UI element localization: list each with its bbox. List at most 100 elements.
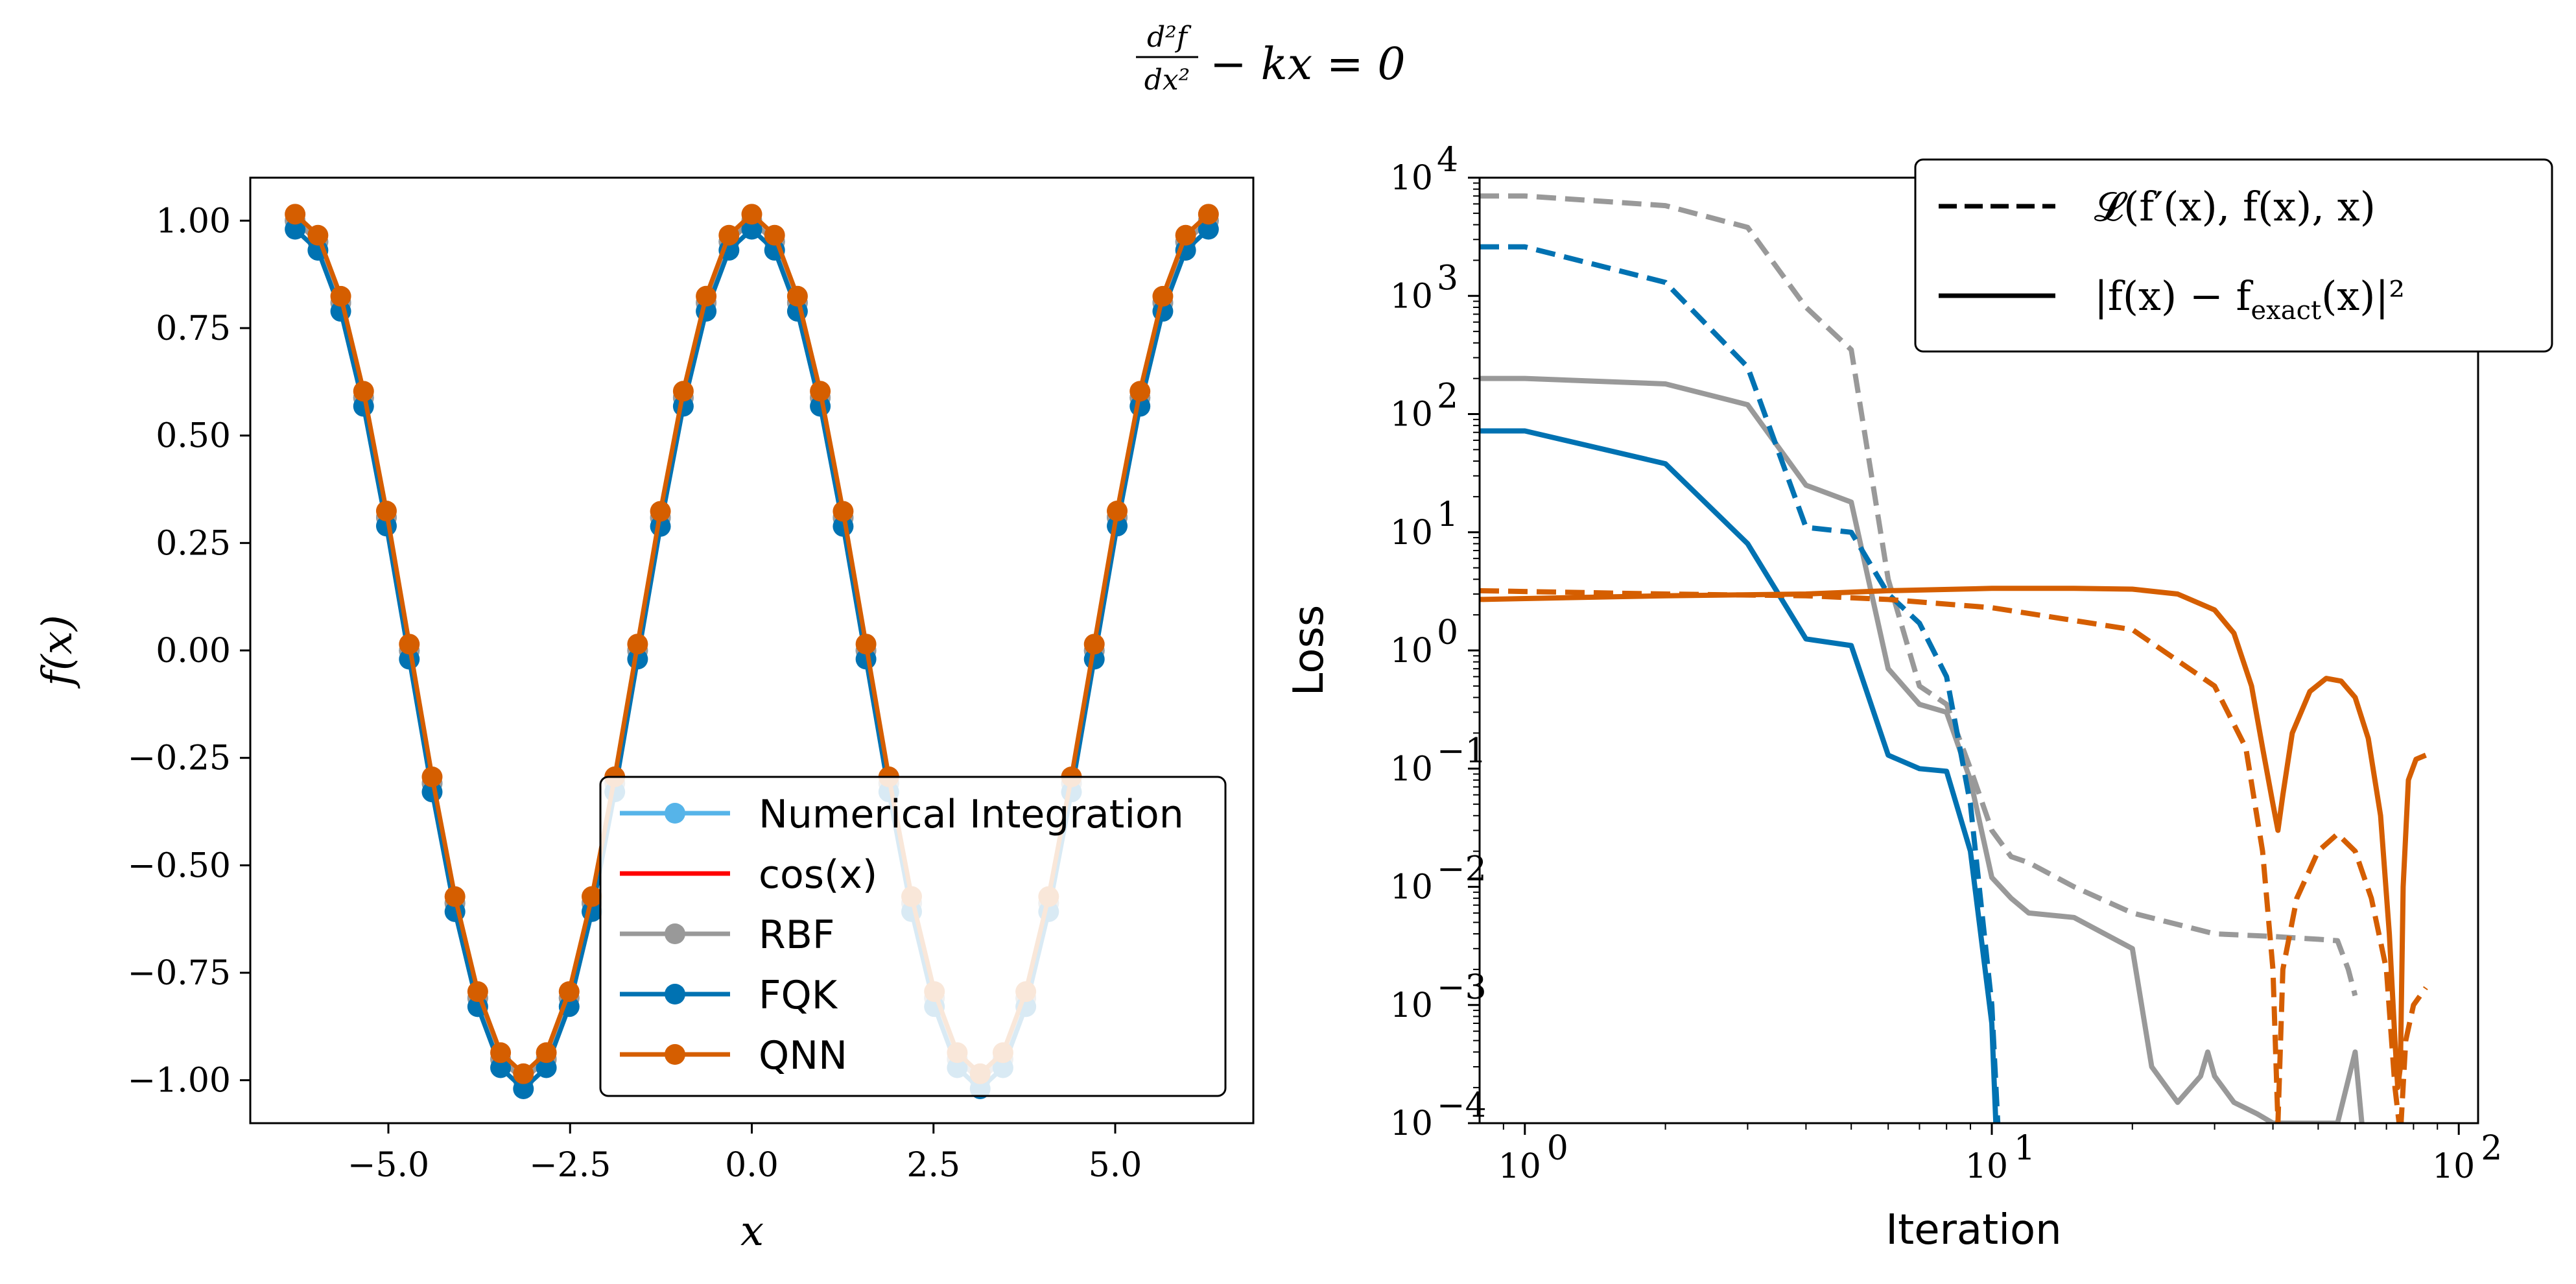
right-y-tick-label: 10 — [1390, 159, 1433, 198]
right-y-tick-exponent: 1 — [1437, 495, 1458, 534]
right-y-tick-label: 10 — [1390, 750, 1433, 789]
data-point — [558, 981, 580, 1003]
right-y-tick-label: 10 — [1390, 396, 1433, 434]
loss-curve-solid-3 — [1480, 428, 1999, 1123]
data-point — [718, 224, 740, 246]
data-point — [536, 1057, 557, 1078]
right-x-tick-label: 10 — [2432, 1147, 2475, 1186]
left-y-tick-label: −0.50 — [128, 846, 231, 885]
left-y-tick-label: 0.25 — [156, 524, 231, 563]
right-y-tick-label: 10 — [1390, 986, 1433, 1025]
data-point — [581, 886, 602, 907]
left-x-tick-label: 0.0 — [725, 1146, 779, 1185]
right-y-tick-exponent: −3 — [1437, 968, 1487, 1007]
right-y-tick-exponent: 4 — [1437, 141, 1458, 180]
right-plot-lines — [1480, 193, 2428, 1123]
left-x-axis-label: x — [740, 1207, 764, 1255]
legend-marker — [665, 803, 685, 824]
data-point — [490, 1042, 512, 1064]
data-point — [285, 204, 306, 225]
right-x-tick-exponent: 2 — [2481, 1129, 2502, 1168]
suptitle-equation: − kx = 0 — [1210, 39, 1406, 90]
right-y-tick-exponent: −2 — [1437, 850, 1487, 889]
data-point — [1107, 500, 1128, 521]
right-x-tick-label: 10 — [1965, 1147, 2008, 1186]
left-y-tick-label: 0.75 — [156, 309, 231, 348]
right-y-tick-exponent: 2 — [1437, 377, 1458, 416]
data-point — [1083, 634, 1105, 655]
data-point — [786, 285, 808, 307]
left-legend: Numerical Integration cos(x) RBF FQK QNN — [599, 776, 1227, 1097]
data-point — [833, 501, 854, 522]
right-y-tick-label: 10 — [1390, 632, 1433, 671]
left-y-tick-label: 1.00 — [156, 202, 231, 241]
left-y-tick-label: −1.00 — [128, 1062, 231, 1100]
data-point — [764, 224, 785, 246]
data-point — [1129, 381, 1151, 402]
right-x-tick-label: 10 — [1498, 1147, 1541, 1186]
legend-label: Numerical Integration — [759, 792, 1184, 837]
data-point — [513, 1078, 534, 1099]
left-legend-entries: Numerical Integration cos(x) RBF FQK QNN — [620, 792, 1184, 1078]
data-point — [741, 219, 762, 240]
data-point — [513, 1063, 534, 1084]
right-legend: 𝓛(f′(x), f(x), x) |f(x) − fexact(x)|² — [1914, 158, 2553, 353]
data-point — [285, 219, 306, 240]
data-point — [741, 204, 762, 225]
right-axes: 10 0 10 1 10 210 410 310 210 110 010 −110 −210 −310 −4… — [1285, 141, 2553, 1254]
right-x-tick-exponent: 1 — [2014, 1129, 2035, 1168]
right-y-tick-exponent: −1 — [1437, 731, 1487, 770]
legend-dashed-label: 𝓛(f′(x), f(x), x) — [2094, 183, 2376, 230]
data-point — [1152, 285, 1174, 307]
legend-marker — [665, 984, 685, 1005]
left-y-tick-label: −0.75 — [128, 954, 231, 993]
legend-marker — [665, 923, 685, 944]
legend-label: RBF — [759, 912, 834, 958]
left-y-tick-label: 0.00 — [156, 632, 231, 671]
right-y-tick-exponent: 0 — [1437, 613, 1458, 652]
data-point — [1198, 219, 1219, 240]
data-point — [536, 1042, 557, 1064]
right-y-axis-label: Loss — [1285, 605, 1333, 696]
right-x-axis-label: Iteration — [1885, 1206, 2061, 1254]
left-axes-ticks: −5.0 −2.5 0.0 2.5 5.0 1.00 0.75 0.50 0.25 0.00 −0.… — [128, 202, 1142, 1185]
suptitle-frac-numerator: d²f — [1147, 21, 1192, 54]
data-point — [421, 766, 443, 787]
legend-label: cos(x) — [759, 852, 877, 898]
data-point — [375, 500, 397, 521]
right-x-tick-exponent: 0 — [1547, 1129, 1568, 1168]
right-y-tick-exponent: 3 — [1437, 259, 1458, 298]
loss-curve-dashed-0 — [1480, 193, 2358, 997]
left-y-axis-label: f(x) — [34, 615, 82, 689]
legend-label: QNN — [759, 1033, 847, 1078]
legend-solid-label: |f(x) − fexact(x)|² — [2094, 272, 2405, 326]
data-point — [627, 634, 648, 655]
data-point — [1198, 204, 1219, 225]
left-x-tick-label: −5.0 — [348, 1146, 429, 1185]
right-axes-ticks: 10 0 10 1 10 210 410 310 210 110 010 −110 −210 −310 −4 — [1390, 141, 2502, 1186]
data-point — [650, 501, 671, 522]
left-y-tick-label: −0.25 — [128, 739, 231, 778]
left-x-tick-label: 5.0 — [1089, 1146, 1142, 1185]
loss-curve-dashed-4 — [1480, 588, 2428, 1123]
data-point — [467, 981, 488, 1003]
data-point — [353, 381, 374, 402]
data-point — [810, 381, 831, 402]
data-point — [1175, 224, 1196, 246]
loss-curve-dashed-2 — [1480, 244, 2001, 1123]
suptitle: d²f dx² − kx = 0 — [1136, 21, 1406, 97]
right-y-tick-exponent: −4 — [1437, 1086, 1487, 1125]
loss-curve-solid-5 — [1480, 586, 2427, 1091]
left-legend-box — [599, 776, 1227, 1097]
left-axes: −5.0 −2.5 0.0 2.5 5.0 1.00 0.75 0.50 0.25 0.00 −0.… — [34, 176, 1255, 1255]
right-y-tick-label: 10 — [1390, 514, 1433, 553]
data-point — [696, 285, 717, 307]
left-x-tick-label: −2.5 — [529, 1146, 611, 1185]
data-point — [330, 285, 351, 307]
loss-curve-solid-1 — [1480, 375, 2365, 1123]
data-point — [444, 886, 466, 907]
data-point — [855, 634, 877, 655]
right-y-tick-label: 10 — [1390, 1104, 1433, 1143]
data-point — [307, 224, 329, 246]
